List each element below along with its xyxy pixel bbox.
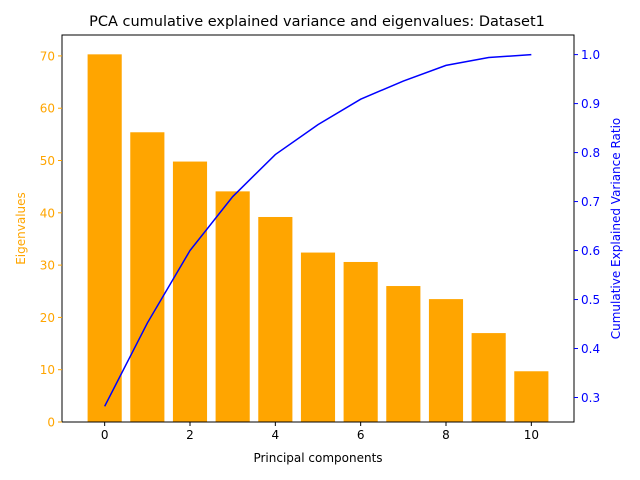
bar-pc-10 — [514, 371, 549, 422]
bar-pc-1 — [130, 132, 165, 422]
bar-pc-7 — [386, 286, 421, 422]
plot-frame — [61, 34, 575, 423]
cumulative-variance-line — [104, 53, 532, 407]
y2-tick-label-0.3: 0.3 — [581, 391, 600, 405]
x-tick-label-6: 6 — [357, 428, 365, 442]
chart-title: PCA cumulative explained variance and ei… — [89, 14, 545, 30]
y2-tick-label-0.9: 0.9 — [581, 97, 600, 111]
y-axis-left-label: Eigenvalues — [14, 192, 28, 265]
x-tick-label-2: 2 — [186, 428, 194, 442]
x-axis: 0 2 4 6 8 10 — [101, 422, 539, 442]
y2-tick-label-0.7: 0.7 — [581, 195, 600, 209]
y-tick-label-0: 0 — [47, 416, 55, 430]
bar-pc-0 — [87, 54, 122, 422]
y2-tick-label-0.4: 0.4 — [581, 342, 600, 356]
x-tick-label-8: 8 — [442, 428, 450, 442]
y-tick-label-50: 50 — [40, 154, 55, 168]
bars — [87, 54, 549, 422]
y-axis-left: 0 10 20 30 40 50 60 70 — [40, 49, 62, 430]
y-tick-label-70: 70 — [40, 49, 55, 63]
y-tick-label-60: 60 — [40, 102, 55, 116]
y2-tick-label-0.8: 0.8 — [581, 146, 600, 160]
x-tick-label-4: 4 — [272, 428, 280, 442]
y-tick-label-20: 20 — [40, 311, 55, 325]
x-axis-label: Principal components — [253, 451, 382, 465]
y-tick-label-40: 40 — [40, 206, 55, 220]
cumulative-line — [104, 53, 532, 407]
bar-pc-3 — [215, 191, 250, 422]
y-axis-right-label: Cumulative Explained Variance Ratio — [609, 118, 623, 340]
x-tick-label-10: 10 — [524, 428, 539, 442]
bar-pc-2 — [172, 161, 208, 422]
y2-tick-label-0.5: 0.5 — [581, 293, 600, 307]
bar-pc-8 — [428, 299, 464, 422]
y-axis-right: 0.3 0.4 0.5 0.6 0.7 0.8 0.9 1.0 — [574, 48, 600, 405]
x-tick-label-0: 0 — [101, 428, 109, 442]
y-tick-label-10: 10 — [40, 363, 55, 377]
y2-tick-label-1.0: 1.0 — [581, 48, 600, 62]
y2-tick-label-0.6: 0.6 — [581, 244, 600, 258]
y-tick-label-30: 30 — [40, 259, 55, 273]
bar-pc-9 — [471, 333, 506, 422]
bar-pc-6 — [343, 261, 378, 422]
bar-pc-5 — [300, 252, 336, 422]
bar-pc-4 — [258, 216, 293, 422]
